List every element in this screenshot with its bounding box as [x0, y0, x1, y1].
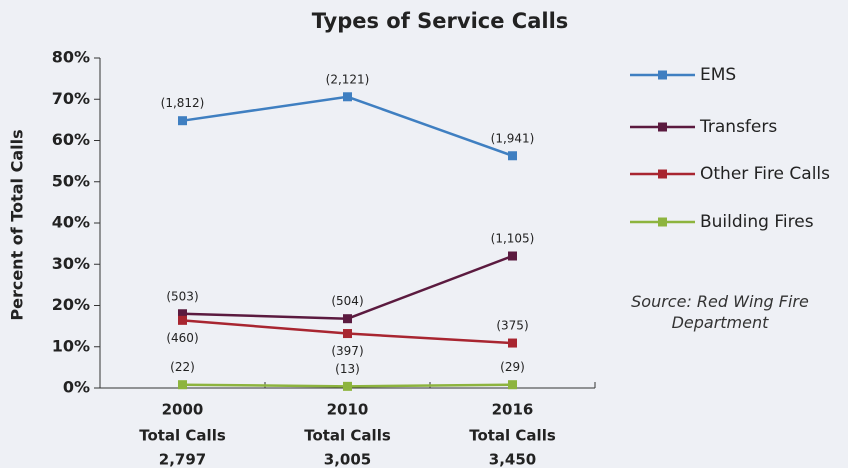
legend-label: Transfers	[699, 117, 777, 137]
source-note: Source: Red Wing Fire Department	[631, 292, 809, 332]
x-tick-label: 2016	[492, 401, 534, 419]
series-line	[182, 254, 513, 320]
x-tick-label: 2010	[327, 401, 369, 419]
legend-label: EMS	[700, 65, 736, 85]
data-point	[178, 309, 187, 319]
legend-marker	[658, 217, 667, 227]
data-label: (460)	[166, 331, 198, 345]
chart-title: Types of Service Calls	[312, 9, 569, 33]
legend-marker	[658, 122, 667, 132]
data-point	[343, 381, 352, 391]
y-tick-label: 10%	[52, 336, 90, 355]
x-tick-sublabel: Total Calls	[139, 427, 226, 445]
total-label: 3,005	[324, 451, 371, 468]
y-axis-label: Percent of Total Calls	[8, 129, 27, 320]
y-tick-label: 20%	[52, 295, 90, 314]
x-tick-label: 2000	[162, 401, 204, 419]
series-line	[182, 95, 513, 157]
legend-marker	[658, 70, 667, 80]
legend-marker	[658, 169, 667, 179]
data-point	[508, 380, 517, 390]
y-tick-label: 30%	[52, 254, 90, 273]
y-tick-label: 0%	[63, 378, 90, 397]
data-point	[343, 92, 352, 102]
data-label: (13)	[335, 362, 360, 376]
data-point	[343, 314, 352, 324]
data-label: (2,121)	[326, 72, 370, 86]
data-label: (375)	[496, 319, 528, 333]
x-tick-sublabel: Total Calls	[469, 427, 556, 445]
y-tick-label: 40%	[52, 213, 90, 232]
y-tick-label: 60%	[52, 130, 90, 149]
total-label: 3,450	[489, 451, 536, 468]
data-label: (22)	[170, 360, 195, 374]
data-label: (504)	[331, 294, 363, 308]
data-point	[178, 380, 187, 390]
data-label: (1,941)	[491, 131, 535, 145]
data-point	[178, 116, 187, 126]
legend-label: Building Fires	[700, 212, 814, 232]
y-tick-label: 50%	[52, 171, 90, 190]
y-tick-label: 80%	[52, 48, 90, 67]
data-point	[508, 338, 517, 348]
legend-label: Other Fire Calls	[700, 164, 830, 184]
data-label: (29)	[500, 360, 525, 374]
data-label: (1,812)	[161, 96, 205, 110]
data-label: (503)	[166, 289, 198, 303]
data-point	[343, 329, 352, 339]
data-point	[508, 151, 517, 161]
data-point	[178, 315, 187, 325]
y-tick-label: 70%	[52, 89, 90, 108]
x-tick-sublabel: Total Calls	[304, 427, 391, 445]
data-label: (1,105)	[491, 232, 535, 246]
data-label: (397)	[331, 344, 363, 358]
data-point	[508, 251, 517, 261]
total-label: 2,797	[159, 451, 206, 468]
